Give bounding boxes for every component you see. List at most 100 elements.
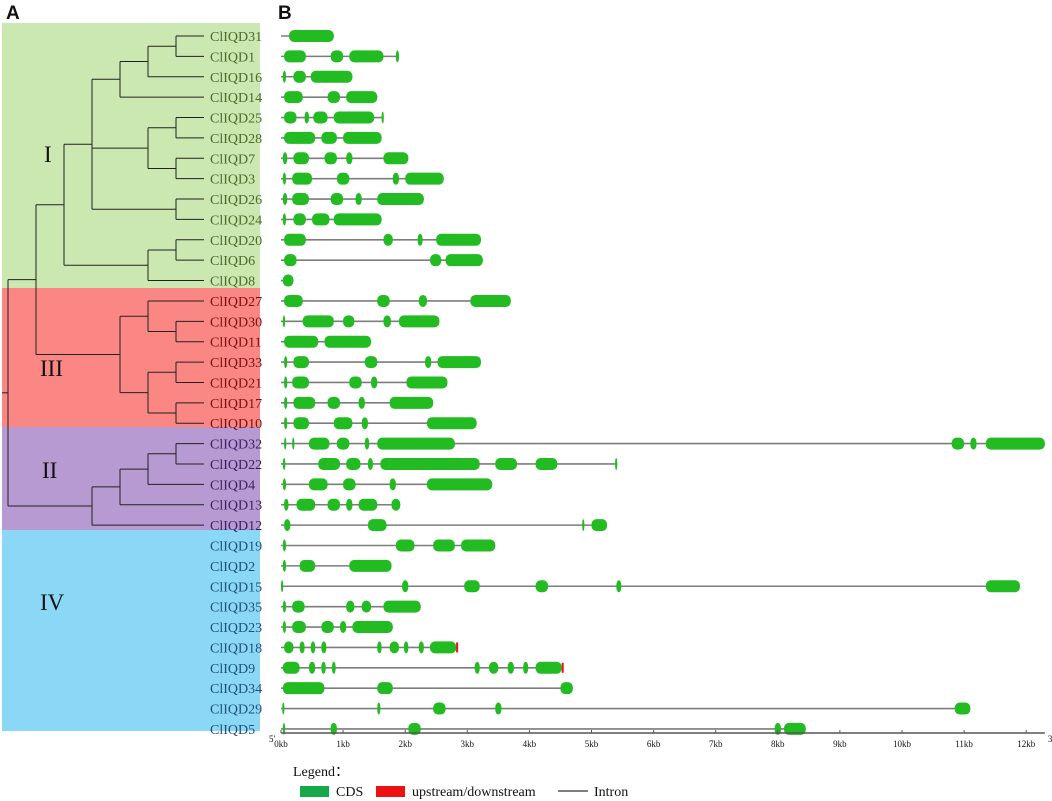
clade-I-label: I — [44, 142, 52, 167]
gene-label-ClIQD30: ClIQD30 — [210, 315, 262, 330]
cds-exon — [310, 70, 353, 83]
cds-exon — [389, 396, 434, 409]
utr-region — [561, 662, 564, 673]
cds-exon — [292, 600, 305, 613]
gene-label-ClIQD18: ClIQD18 — [210, 641, 262, 656]
gene-structures — [281, 30, 1045, 735]
cds-exon — [282, 661, 300, 674]
gene-label-ClIQD20: ClIQD20 — [210, 234, 262, 249]
gene-structure-ClIQD27 — [281, 294, 511, 307]
cds-exon — [474, 661, 480, 674]
cds-exon — [616, 580, 622, 593]
cds-exon — [293, 213, 306, 226]
cds-exon — [951, 437, 965, 450]
cds-exon — [582, 519, 585, 532]
cds-exon — [380, 457, 480, 470]
gene-structure-ClIQD19 — [281, 539, 496, 552]
phylogenetic-tree — [2, 35, 204, 526]
cds-exon — [282, 172, 286, 185]
cds-exon — [417, 233, 423, 246]
cds-exon — [418, 294, 427, 307]
cds-exon — [381, 111, 384, 124]
cds-exon — [282, 621, 286, 634]
cds-exon — [470, 294, 511, 307]
gene-structure-ClIQD11 — [281, 335, 372, 348]
gene-label-ClIQD33: ClIQD33 — [210, 356, 262, 371]
gene-label-ClIQD1: ClIQD1 — [210, 50, 255, 65]
gene-structure-ClIQD26 — [281, 193, 424, 206]
cds-exon — [349, 376, 362, 389]
cds-exon — [284, 641, 294, 654]
cds-exon — [367, 457, 373, 470]
cds-exon — [284, 498, 289, 511]
gene-structure-ClIQD14 — [281, 91, 378, 104]
axis-tick-label: 0kb — [274, 739, 288, 749]
cds-exon — [591, 519, 608, 532]
legend-title: Legend： — [293, 765, 349, 780]
cds-exon — [523, 661, 529, 674]
axis-tick-label: 2kb — [398, 739, 412, 749]
cds-exon — [284, 254, 297, 267]
gene-label-ClIQD24: ClIQD24 — [210, 213, 262, 228]
gene-structure-ClIQD10 — [281, 417, 477, 430]
gene-structure-ClIQD25 — [281, 111, 384, 124]
cds-exon — [333, 111, 375, 124]
legend-cds-label: CDS — [336, 785, 363, 800]
clade-IV-label: IV — [40, 590, 65, 615]
gene-structure-ClIQD4 — [281, 478, 493, 491]
cds-exon — [535, 457, 558, 470]
cds-exon — [405, 172, 444, 185]
gene-label-ClIQD2: ClIQD2 — [210, 560, 255, 575]
legend: Legend： CDS upstream/downstream Intron — [293, 765, 628, 800]
cds-exon — [954, 702, 971, 715]
gene-label-ClIQD23: ClIQD23 — [210, 621, 262, 636]
cds-exon — [321, 661, 326, 674]
cds-exon — [364, 437, 370, 450]
gene-label-ClIQD10: ClIQD10 — [210, 417, 262, 432]
clade-I-background — [2, 23, 260, 288]
cds-exon — [464, 580, 480, 593]
gene-label-ClIQD29: ClIQD29 — [210, 703, 262, 718]
cds-exon — [774, 722, 781, 735]
cds-exon — [426, 478, 493, 491]
gene-label-ClIQD12: ClIQD12 — [210, 519, 262, 534]
cds-exon — [333, 213, 382, 226]
gene-structure-ClIQD17 — [281, 396, 434, 409]
cds-exon — [284, 356, 288, 369]
cds-exon — [310, 641, 316, 654]
cds-exon — [355, 193, 362, 206]
gene-structure-ClIQD5 — [281, 722, 806, 735]
cds-exon — [346, 498, 353, 511]
gene-structure-ClIQD22 — [281, 457, 618, 470]
gene-label-ClIQD13: ClIQD13 — [210, 499, 262, 514]
cds-exon — [436, 233, 481, 246]
gene-label-ClIQD4: ClIQD4 — [210, 478, 255, 493]
cds-exon — [284, 417, 288, 430]
cds-exon — [349, 559, 392, 572]
cds-exon — [293, 396, 316, 409]
axis-tick-label: 11kb — [955, 739, 973, 749]
cds-exon — [352, 621, 393, 634]
gene-structure-ClIQD3 — [281, 172, 444, 185]
axis-tick-label: 5kb — [585, 739, 599, 749]
gene-label-ClIQD25: ClIQD25 — [210, 112, 262, 127]
axis-start-label: 5' — [269, 734, 276, 744]
cds-exon — [346, 91, 378, 104]
gene-label-ClIQD14: ClIQD14 — [210, 91, 262, 106]
cds-exon — [433, 702, 446, 715]
cds-exon — [371, 376, 378, 389]
gene-structure-ClIQD13 — [281, 498, 401, 511]
cds-exon — [339, 621, 347, 634]
cds-exon — [327, 91, 340, 104]
cds-exon — [293, 417, 309, 430]
cds-exon — [330, 193, 344, 206]
cds-exon — [383, 152, 409, 165]
cds-exon — [284, 294, 303, 307]
cds-exon — [293, 152, 309, 165]
cds-exon — [346, 457, 361, 470]
cds-exon — [284, 131, 316, 144]
cds-exon — [321, 131, 337, 144]
cds-exon — [408, 722, 421, 735]
gene-label-ClIQD15: ClIQD15 — [210, 580, 262, 595]
